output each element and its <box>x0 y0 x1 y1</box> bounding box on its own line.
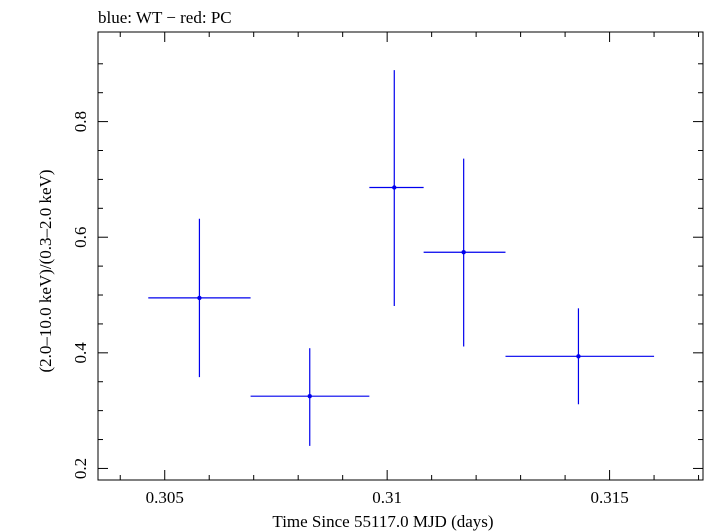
y-axis-tick-labels: 0.2 0.4 0.6 0.8 <box>71 111 90 479</box>
y-axis-ticks <box>98 63 703 469</box>
data-marker <box>461 250 466 255</box>
chart-title: blue: WT − red: PC <box>98 8 232 27</box>
data-marker <box>576 354 581 359</box>
data-point-2 <box>250 348 370 446</box>
data-point-4 <box>423 158 506 347</box>
x-tick-label: 0.31 <box>372 488 402 507</box>
data-series <box>148 70 655 446</box>
data-point-3 <box>369 70 424 307</box>
x-axis-title: Time Since 55117.0 MJD (days) <box>272 512 493 531</box>
y-axis-title: (2.0–10.0 keV)/(0.3–2.0 keV) <box>36 169 55 372</box>
x-tick-label: 0.315 <box>590 488 628 507</box>
series-wt <box>148 70 655 446</box>
plot-frame <box>97 31 704 481</box>
y-tick-label: 0.2 <box>71 458 90 479</box>
y-tick-label: 0.4 <box>71 342 90 364</box>
data-point-1 <box>148 218 251 378</box>
x-axis-tick-labels: 0.305 0.31 0.315 <box>146 488 629 507</box>
y-tick-label: 0.6 <box>71 227 90 248</box>
data-marker <box>392 185 397 190</box>
data-marker <box>307 393 312 399</box>
data-point-5 <box>505 308 655 405</box>
x-axis-ticks <box>119 32 700 480</box>
data-marker <box>197 295 202 301</box>
y-tick-label: 0.8 <box>71 111 90 132</box>
x-tick-label: 0.305 <box>146 488 184 507</box>
